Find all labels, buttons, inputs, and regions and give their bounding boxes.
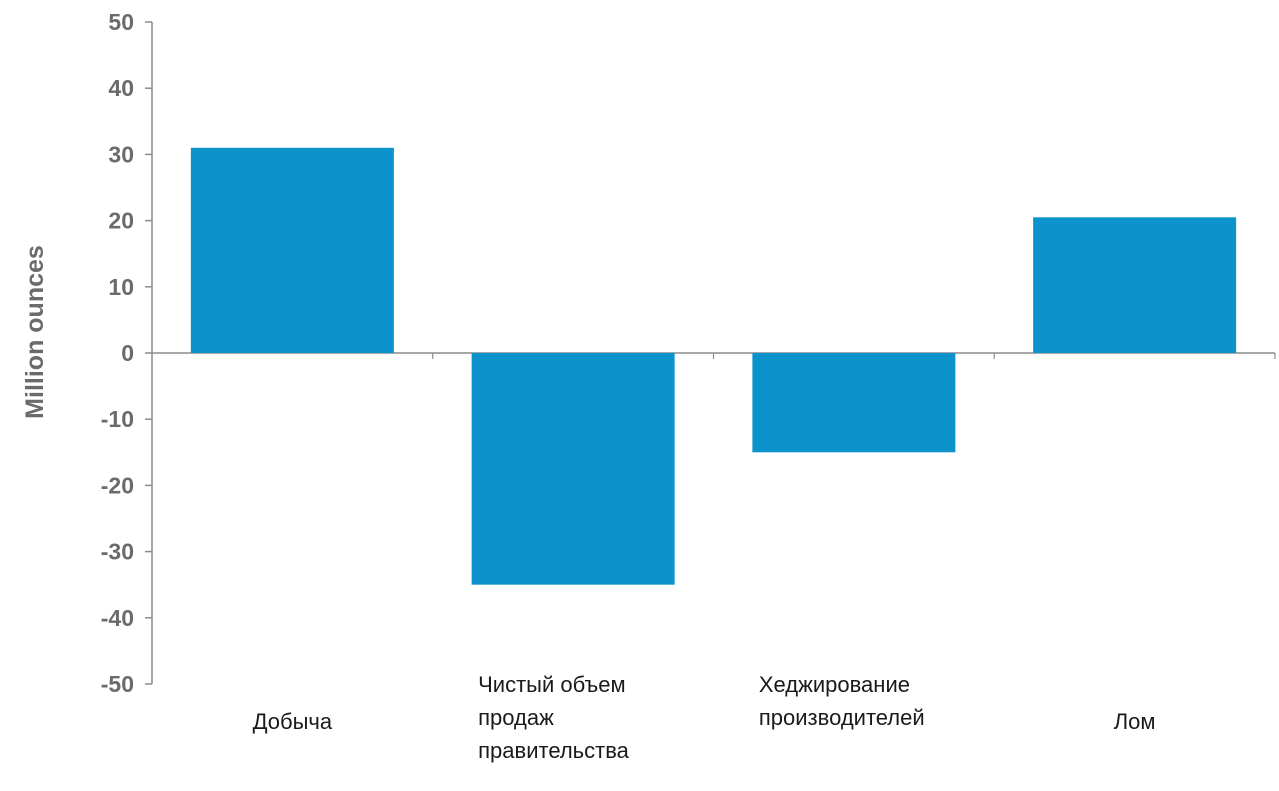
x-category-label-line: продаж bbox=[478, 705, 554, 730]
x-category-label-line: Хеджирование bbox=[759, 672, 910, 697]
y-tick-label: 10 bbox=[108, 274, 134, 300]
x-category-label: Лом bbox=[1114, 709, 1156, 734]
y-axis-title: Million ounces bbox=[21, 245, 49, 419]
bar bbox=[752, 353, 956, 453]
y-tick-label: 30 bbox=[108, 141, 134, 167]
x-category-label-line: производителей bbox=[759, 705, 925, 730]
x-category-label-line: Чистый объем bbox=[478, 672, 625, 697]
y-tick-label: -40 bbox=[101, 605, 134, 631]
bars-layer bbox=[190, 147, 1237, 585]
y-axis-title-group: Million ounces bbox=[21, 245, 49, 419]
y-tick-label: -30 bbox=[101, 539, 134, 565]
y-tick-label: 20 bbox=[108, 208, 134, 234]
x-category-labels: Добыча Чистый объем продаж правительства Хед… bbox=[253, 672, 1156, 763]
bar bbox=[471, 353, 675, 585]
y-tick-label: -20 bbox=[101, 472, 134, 498]
bar bbox=[1033, 217, 1237, 353]
y-tick-label: -50 bbox=[101, 671, 134, 697]
y-tick-label: -10 bbox=[101, 406, 134, 432]
y-tick-label: 50 bbox=[108, 9, 134, 35]
x-category-label-line: правительства bbox=[478, 738, 630, 763]
x-category-label: Чистый объем продаж правительства bbox=[478, 672, 630, 763]
x-category-label: Добыча bbox=[253, 709, 333, 734]
x-category-label: Хеджирование производителей bbox=[759, 672, 925, 730]
bar bbox=[190, 147, 394, 353]
y-tick-labels: 50 40 30 20 10 0 -10 -20 -30 -40 -50 bbox=[101, 9, 134, 697]
y-tick-label: 0 bbox=[121, 340, 134, 366]
y-tick-label: 40 bbox=[108, 75, 134, 101]
